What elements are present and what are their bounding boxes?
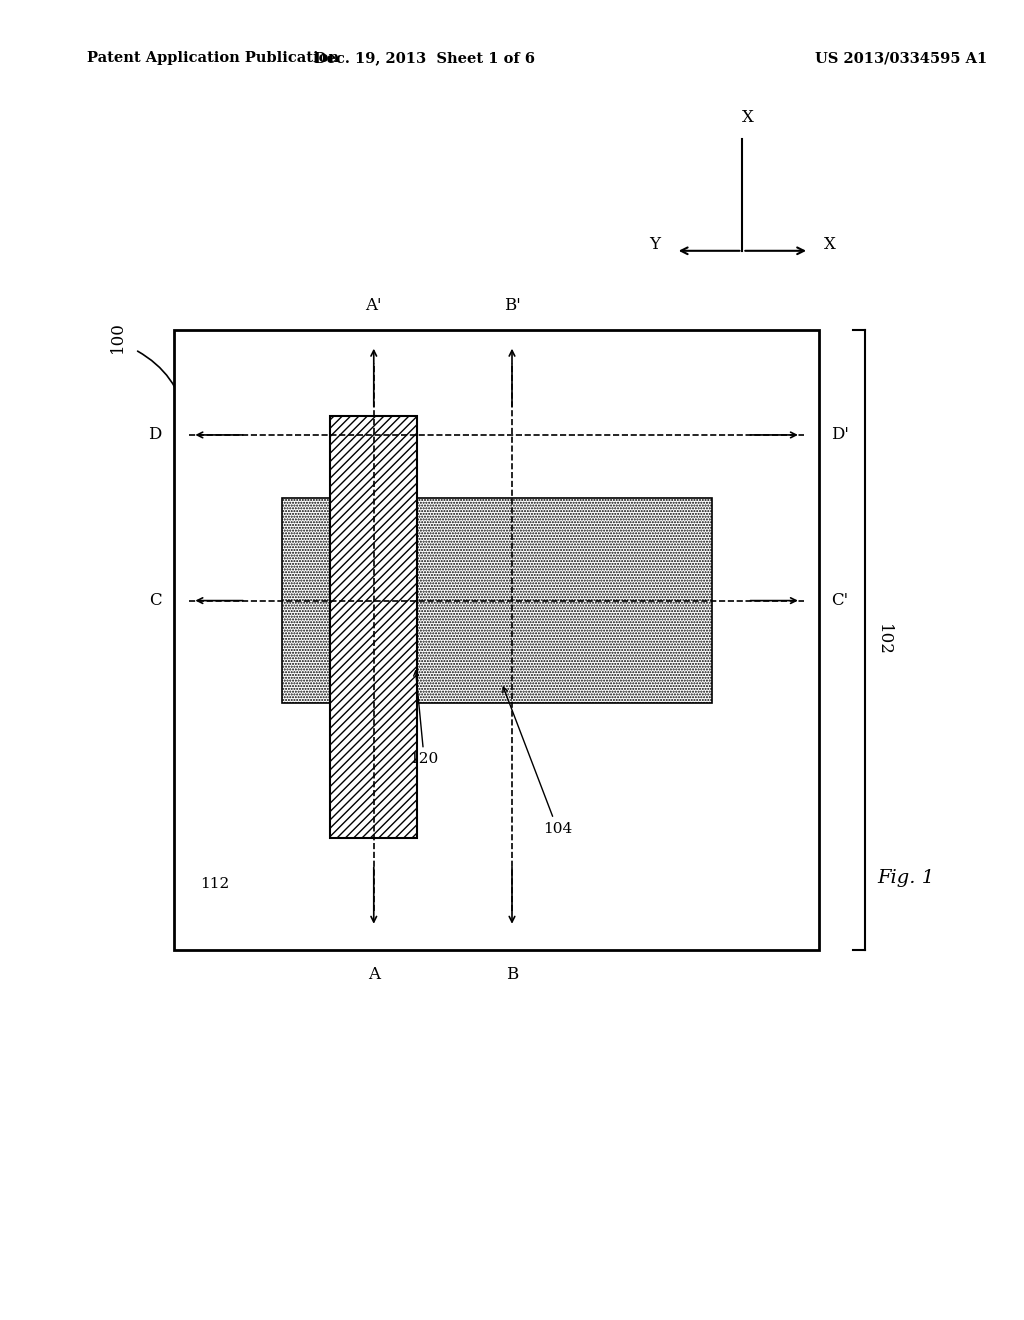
- Text: A': A': [366, 297, 382, 314]
- Bar: [282, 498, 712, 702]
- Text: C': C': [831, 593, 849, 609]
- Text: Fig. 1: Fig. 1: [878, 869, 935, 887]
- Text: D: D: [148, 426, 162, 444]
- Text: C: C: [150, 593, 162, 609]
- Text: 100: 100: [110, 321, 126, 352]
- FancyArrowPatch shape: [137, 351, 187, 418]
- Text: B: B: [506, 966, 518, 983]
- Text: 120: 120: [410, 671, 439, 767]
- Text: X: X: [741, 110, 754, 125]
- Bar: [330, 416, 418, 838]
- Text: 104: 104: [503, 688, 572, 836]
- Text: Patent Application Publication: Patent Application Publication: [87, 51, 339, 65]
- Text: Y: Y: [649, 236, 660, 252]
- Bar: [174, 330, 819, 950]
- Text: 112: 112: [200, 876, 229, 891]
- Text: A: A: [368, 966, 380, 983]
- Text: US 2013/0334595 A1: US 2013/0334595 A1: [815, 51, 987, 65]
- Text: X: X: [824, 236, 837, 252]
- Text: B': B': [504, 297, 520, 314]
- Text: Dec. 19, 2013  Sheet 1 of 6: Dec. 19, 2013 Sheet 1 of 6: [314, 51, 536, 65]
- Text: D': D': [831, 426, 849, 444]
- Text: 102: 102: [876, 624, 892, 656]
